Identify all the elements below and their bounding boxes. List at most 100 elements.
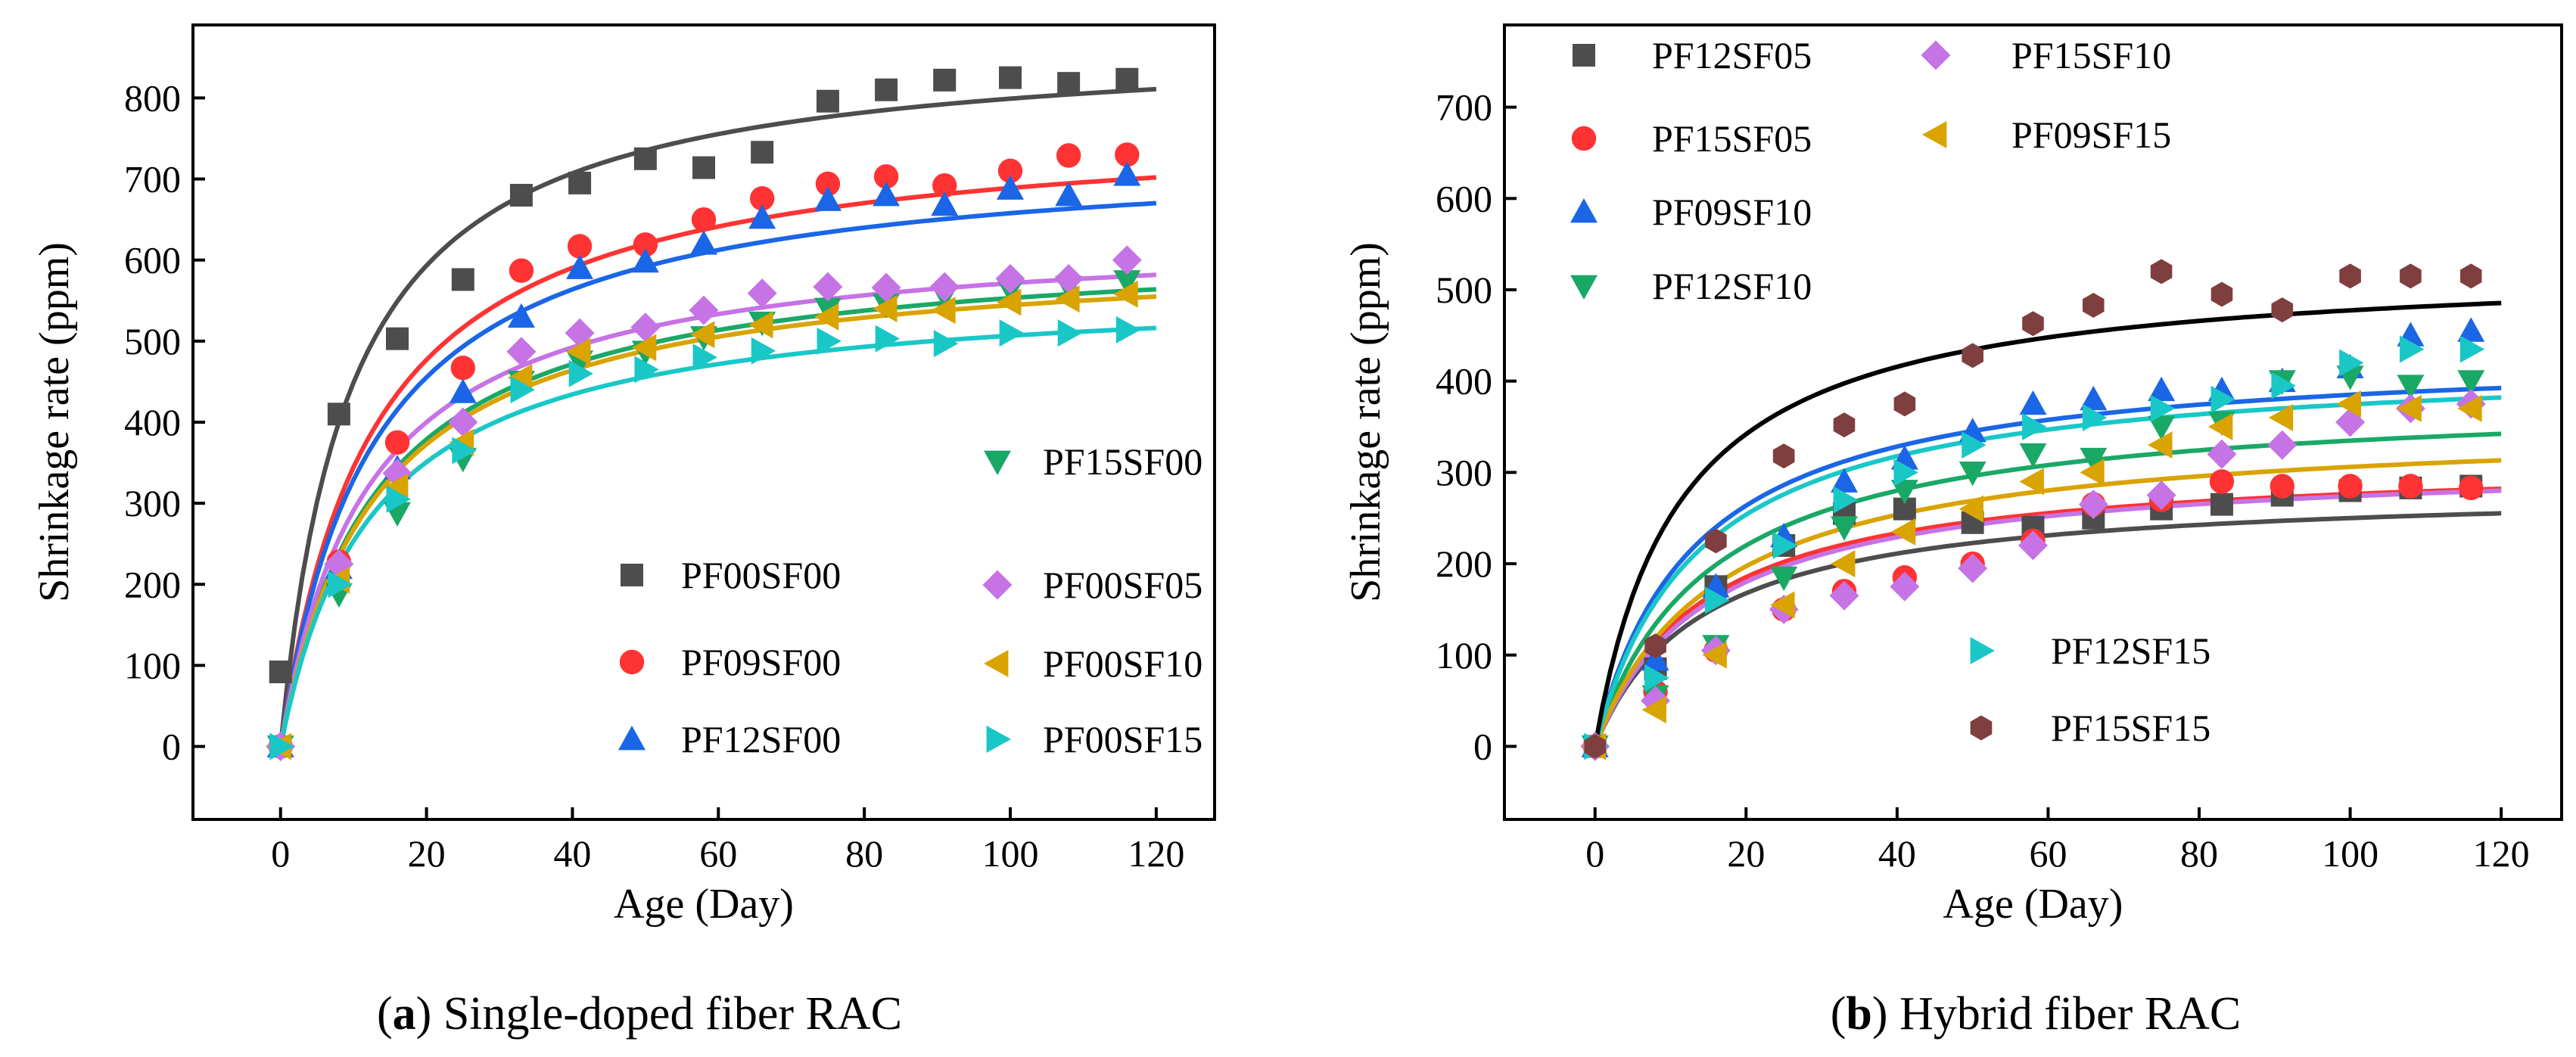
data-point-pf00sf00 (875, 78, 898, 101)
data-point-pf15sf15 (2339, 263, 2361, 289)
data-point-pf00sf00 (692, 156, 715, 179)
data-point-pf15sf00 (1113, 270, 1141, 295)
y-tick-label: 500 (124, 320, 181, 362)
legend-label-pf09sf15: PF09SF15 (2011, 113, 2171, 156)
legend-label-pf15sf05: PF15SF05 (1652, 117, 1812, 160)
data-point-pf09sf15 (2457, 394, 2482, 422)
x-tick-label: 60 (2029, 832, 2067, 875)
data-point-pf09sf15 (1770, 591, 1795, 619)
data-point-pf15sf15 (1584, 733, 1606, 759)
data-point-pf00sf05 (995, 263, 1025, 294)
data-point-pf12sf00 (566, 254, 594, 279)
legend-label-pf00sf10: PF00SF10 (1043, 642, 1202, 685)
data-point-pf12sf10 (2019, 443, 2047, 468)
y-tick-label: 100 (124, 644, 181, 686)
fit-curve-pf12sf15 (1592, 395, 2502, 748)
data-point-pf09sf00 (509, 258, 534, 283)
data-point-pf09sf00 (1115, 142, 1140, 167)
data-point-pf12sf15 (2400, 335, 2425, 363)
fit-curve-pf15sf10 (1592, 488, 2502, 748)
x-tick-label: 60 (699, 832, 737, 875)
data-point-pf00sf00 (1057, 72, 1081, 95)
legend-label-pf12sf15: PF12SF15 (2051, 630, 2210, 672)
data-point-pf12sf15 (1772, 531, 1798, 559)
data-point-pf12sf00 (1113, 161, 1141, 186)
data-point-pf12sf15 (2022, 413, 2047, 441)
data-point-pf00sf10 (1113, 280, 1138, 308)
data-point-pf12sf15 (2271, 372, 2296, 399)
data-point-pf09sf15 (2336, 390, 2361, 418)
y-tick-label: 500 (1436, 269, 1492, 311)
data-point-pf12sf15 (1644, 664, 1669, 692)
data-point-pf09sf00 (691, 207, 717, 232)
data-point-pf12sf10 (1831, 516, 1859, 541)
data-point-pf00sf05 (1112, 245, 1142, 275)
data-point-pf12sf15 (2210, 385, 2235, 413)
y-tick-label: 600 (124, 239, 181, 281)
panel-a-data-points (266, 66, 1142, 762)
data-point-pf00sf15 (269, 732, 294, 760)
data-point-pf12sf00 (449, 378, 477, 403)
data-point-pf00sf15 (751, 337, 776, 365)
data-point-pf00sf00 (633, 147, 657, 170)
y-tick-label: 200 (1436, 542, 1492, 585)
legend-marker-pf15sf10 (1921, 40, 1951, 70)
data-point-pf15sf10 (1958, 553, 1988, 583)
data-point-pf00sf00 (999, 66, 1022, 89)
data-point-pf12sf15 (1962, 431, 1986, 459)
data-point-pf00sf00 (386, 327, 409, 350)
legend-marker-pf00sf10 (984, 650, 1009, 677)
data-point-pf15sf10 (2146, 480, 2176, 511)
data-point-pf00sf10 (384, 473, 409, 501)
data-point-pf00sf05 (630, 312, 661, 343)
data-point-pf12sf10 (2397, 375, 2425, 399)
data-point-pf15sf05 (2338, 474, 2363, 499)
x-tick-label: 100 (982, 832, 1039, 875)
data-point-pf09sf00 (815, 171, 841, 197)
x-tick-label: 40 (1878, 832, 1916, 875)
data-point-pf00sf00 (327, 403, 350, 426)
data-point-pf00sf00 (451, 268, 474, 291)
legend-marker-pf09sf10 (1570, 198, 1598, 223)
data-point-pf12sf15 (1833, 486, 1859, 514)
data-point-pf12sf00 (814, 186, 842, 211)
x-tick-label: 0 (271, 832, 290, 875)
legend-marker-pf15sf05 (1571, 126, 1597, 151)
y-tick-label: 100 (1436, 634, 1492, 676)
data-point-pf15sf15 (1705, 528, 1727, 554)
data-point-pf00sf15 (817, 327, 842, 355)
data-point-pf00sf10 (931, 297, 956, 325)
data-point-pf15sf15 (2083, 293, 2105, 318)
data-point-pf00sf10 (507, 364, 533, 392)
data-point-pf15sf15 (2460, 263, 2482, 289)
data-point-pf00sf15 (452, 437, 477, 465)
data-point-pf09sf00 (873, 164, 899, 189)
data-point-pf12sf10 (1890, 480, 1918, 505)
data-point-pf00sf15 (510, 376, 535, 404)
data-point-pf12sf15 (1893, 459, 1918, 487)
data-point-pf00sf15 (999, 319, 1024, 347)
data-point-pf00sf15 (875, 325, 901, 353)
panel-b-fit-curves (1592, 300, 2502, 748)
data-point-pf00sf15 (634, 356, 659, 384)
data-point-pf15sf10 (2078, 490, 2108, 520)
data-point-pf09sf15 (1641, 696, 1666, 724)
data-point-pf12sf00 (631, 247, 659, 273)
data-point-pf00sf10 (1055, 285, 1080, 313)
y-tick-label: 0 (1473, 725, 1492, 767)
data-point-pf12sf10 (2148, 415, 2176, 441)
panel-a-x-axis-label: Age (Day) (614, 881, 794, 928)
data-point-pf00sf00 (1115, 67, 1139, 91)
legend-label-pf12sf10: PF12SF10 (1652, 265, 1812, 307)
legend-label-pf15sf10: PF15SF10 (2011, 34, 2171, 76)
x-tick-label: 0 (1585, 832, 1604, 875)
data-point-pf15sf05 (2209, 469, 2235, 494)
data-point-pf09sf15 (2397, 394, 2422, 422)
data-point-pf09sf00 (932, 173, 957, 198)
data-point-pf09sf15 (2207, 413, 2233, 441)
data-point-pf00sf15 (933, 330, 959, 358)
data-point-pf09sf00 (749, 186, 775, 211)
panel-b-y-axis-label: Shrinkage rate (ppm) (1342, 242, 1389, 602)
data-point-pf09sf10 (2457, 317, 2485, 342)
